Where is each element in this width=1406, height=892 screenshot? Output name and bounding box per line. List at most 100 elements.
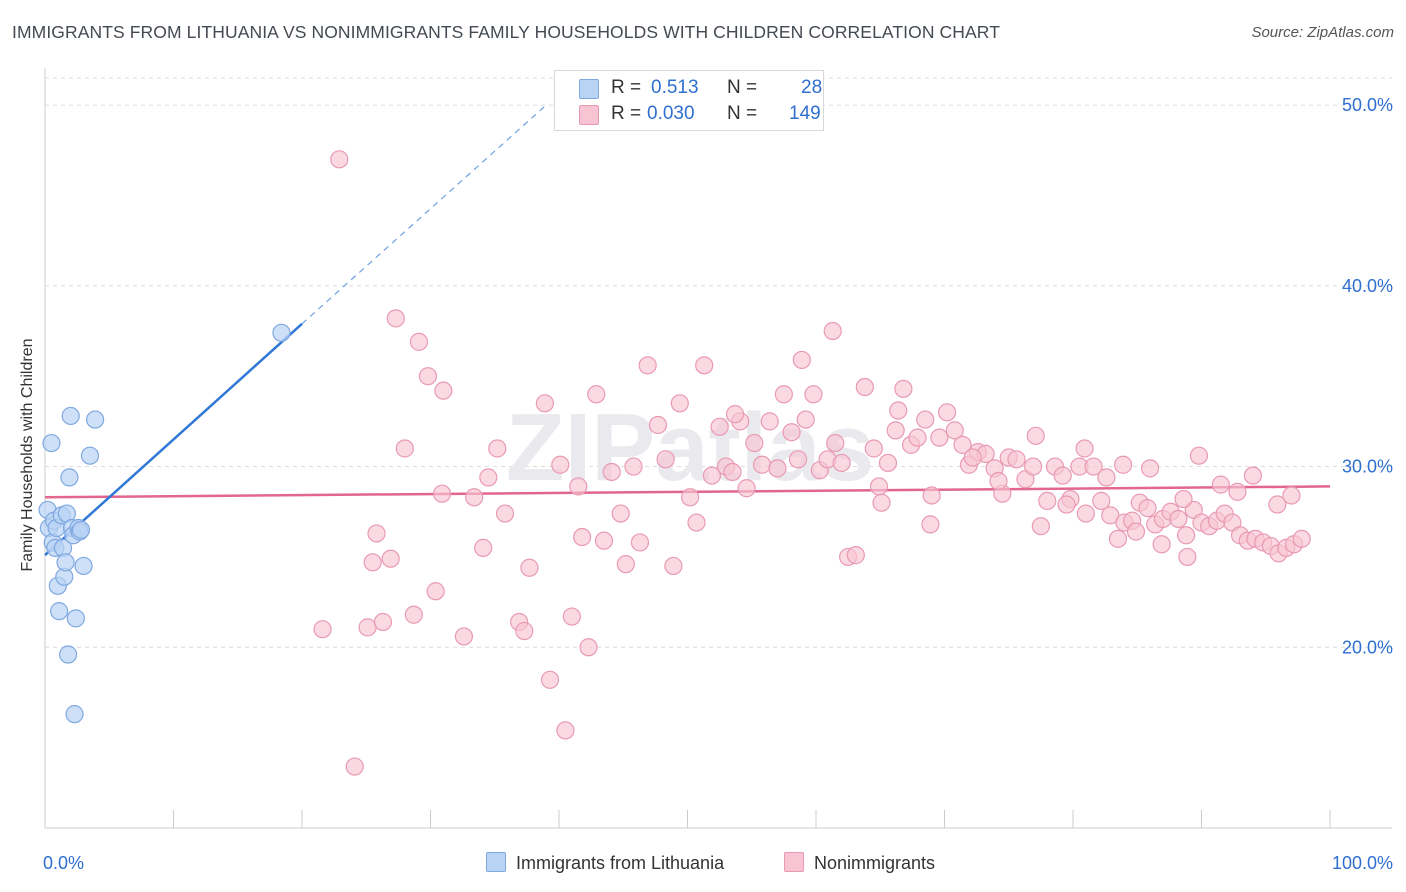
nonimmigrant-point [878, 453, 898, 473]
nonimmigrant-point [602, 462, 621, 482]
nonimmigrant-point [1176, 526, 1196, 545]
nonimmigrant-point [1007, 450, 1026, 469]
nonimmigrant-point [404, 605, 423, 624]
nonimmigrant-point [409, 332, 429, 351]
legend-label: Nonimmigrants [814, 853, 936, 873]
nonimmigrant-point [1138, 499, 1157, 518]
stats-legend: R = 0.513 N = 28 R = 0.030 N = 149 [554, 70, 824, 131]
nonimmigrant-point [535, 394, 554, 413]
nonimmigrant-point [664, 556, 683, 576]
nonimmigrant-point [1292, 529, 1311, 548]
lithuania-point [65, 705, 84, 724]
nonimmigrant-point [1038, 491, 1057, 510]
nonimmigrant-point [587, 385, 606, 404]
lithuania-point [50, 602, 69, 621]
nonimmigrant-point [594, 531, 614, 550]
lithuania-trend-extension [301, 104, 547, 325]
nonimmigrant-point [1268, 495, 1287, 514]
nonimmigrant-point [434, 381, 453, 400]
nonimmigrant-point [1057, 495, 1076, 514]
nonimmigrant-point [1084, 457, 1103, 476]
nonimmigrant-point [520, 558, 539, 577]
legend-swatch-blue [486, 852, 506, 872]
nonimmigrant-point [832, 453, 851, 473]
nonimmigrant-point [695, 356, 714, 375]
nonimmigrant-point [616, 555, 635, 574]
y-tick-label: 40.0% [1342, 276, 1393, 296]
nonimmigrant-point [330, 150, 349, 169]
nonimmigrant-point [1282, 486, 1301, 505]
nonimmigrant-point [788, 450, 808, 469]
nonimmigrant-point [908, 428, 927, 447]
bottom-legend-lithuania[interactable]: Immigrants from Lithuania [486, 852, 724, 874]
nonimmigrant-point [774, 385, 793, 404]
nonimmigrant-point [418, 367, 438, 386]
watermark: ZIPatlas [506, 394, 874, 501]
nonimmigrant-point [745, 433, 764, 453]
lithuania-point [86, 410, 105, 429]
nonimmigrant-point [869, 477, 889, 496]
nonimmigrant-point [737, 479, 756, 498]
nonimmigrant-point [1211, 475, 1230, 494]
nonimmigrant-point [872, 493, 891, 512]
nonimmigrant-point [796, 410, 815, 429]
x-tick-label: 0.0% [43, 853, 84, 873]
legend-n-label: N = [727, 77, 758, 98]
nonimmigrant-point [916, 410, 935, 429]
nonimmigrant-point [562, 607, 581, 626]
x-tick-label: 100.0% [1332, 853, 1393, 873]
nonimmigrant-point [432, 484, 452, 503]
nonimmigrant-point [426, 582, 445, 601]
nonimmigrant-point [373, 612, 393, 632]
nonimmigrant-point [921, 515, 940, 534]
nonimmigrant-point [702, 466, 722, 485]
lithuania-point [59, 645, 78, 664]
legend-swatch-pink [784, 852, 804, 872]
nonimmigrant-point [710, 417, 729, 436]
nonimmigrant-point [864, 439, 883, 458]
nonimmigrant-point [886, 421, 905, 440]
nonimmigrant-point [1108, 529, 1128, 548]
nonimmigrant-point [723, 462, 742, 482]
nonimmigrant-point [760, 412, 779, 431]
nonimmigrant-point [768, 459, 787, 478]
nonimmigrant-point [1026, 426, 1045, 445]
legend-n-value: 149 [789, 103, 821, 124]
nonimmigrant-point [1152, 535, 1171, 554]
nonimmigrant-point [1076, 504, 1095, 523]
chart-title: IMMIGRANTS FROM LITHUANIA VS NONIMMIGRAN… [12, 22, 1000, 42]
nonimmigrant-point [725, 405, 745, 424]
nonimmigrant-point [826, 433, 845, 453]
lithuania-point [71, 520, 91, 539]
lithuania-point [56, 553, 75, 572]
nonimmigrant-point [556, 721, 575, 740]
y-axis-label: Family Households with Children [19, 338, 36, 572]
bottom-legend-nonimmigrants[interactable]: Nonimmigrants [784, 852, 935, 874]
nonimmigrant-point [670, 394, 689, 413]
nonimmigrant-point [1169, 509, 1188, 529]
nonimmigrant-point [551, 455, 570, 474]
nonimmigrant-point [624, 457, 643, 476]
nonimmigrant-point [611, 504, 630, 523]
nonimmigrant-point [479, 468, 498, 487]
nonimmigrant-point [1126, 522, 1146, 541]
nonimmigrant-point [1092, 491, 1111, 510]
nonimmigrant-point [1053, 466, 1072, 485]
nonimmigrant-point [752, 455, 772, 474]
nonimmigrant-point [894, 379, 913, 398]
nonimmigrant-point [1189, 446, 1209, 465]
legend-label: Immigrants from Lithuania [516, 853, 725, 873]
lithuania-point [42, 433, 61, 453]
y-tick-label: 50.0% [1342, 95, 1393, 115]
nonimmigrant-point [345, 757, 364, 776]
nonimmigrant-point [804, 385, 823, 404]
nonimmigrant-point [569, 477, 588, 496]
nonimmigrant-point [823, 321, 842, 341]
nonimmigrant-point [846, 546, 865, 565]
nonimmigrant-point [1140, 459, 1160, 478]
nonimmigrant-point [1097, 468, 1116, 487]
nonimmigrant-point [579, 638, 598, 657]
nonimmigrant-point [930, 428, 949, 447]
nonimmigrant-point [540, 670, 560, 689]
